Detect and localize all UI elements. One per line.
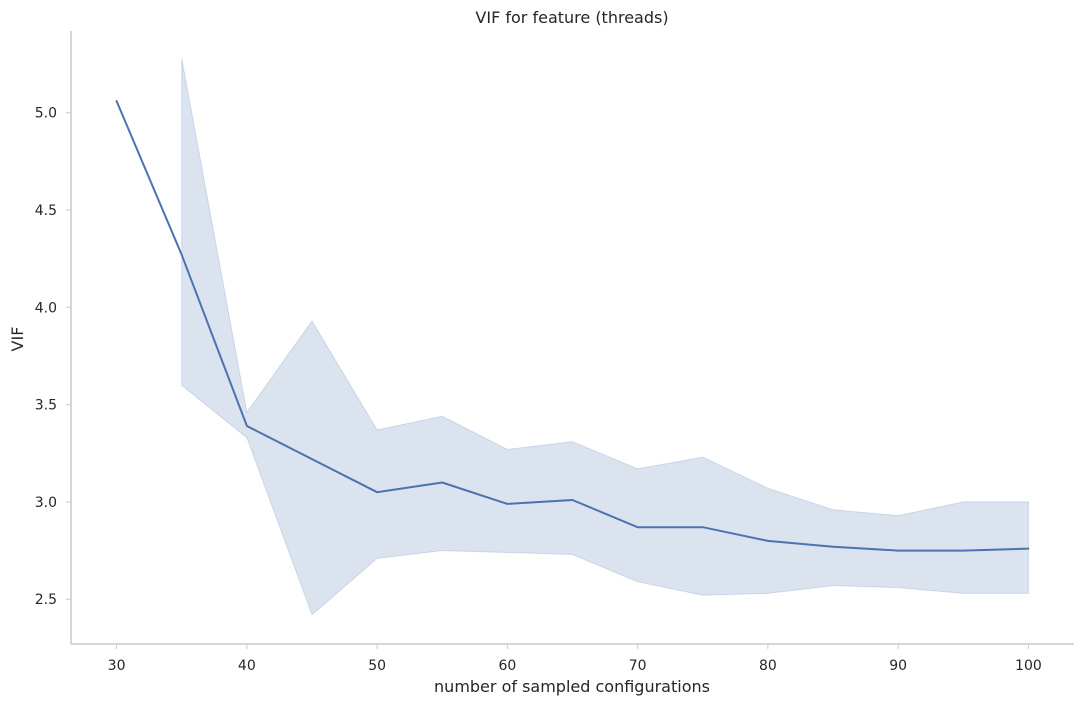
series-line-layer: [115, 100, 1030, 552]
y-tick-label: 3.0: [35, 495, 57, 511]
plot-area: [115, 58, 1030, 616]
y-axis-label: VIF: [8, 327, 27, 352]
confidence-band: [181, 58, 1029, 616]
x-tick-label: 60: [498, 658, 516, 674]
y-tick-label: 2.5: [35, 592, 57, 608]
y-axis-ticks: 2.5 3.0 3.5 4.0 4.5 5.0: [35, 106, 71, 608]
y-tick-label: 3.5: [35, 398, 57, 414]
x-tick-label: 30: [108, 658, 126, 674]
y-tick-label: 5.0: [35, 106, 57, 122]
x-tick-label: 100: [1015, 658, 1042, 674]
y-tick-label: 4.0: [35, 300, 57, 316]
chart-title: VIF for feature (threads): [475, 8, 668, 27]
x-tick-label: 40: [238, 658, 256, 674]
x-axis-label: number of sampled configurations: [434, 677, 710, 696]
x-tick-label: 90: [889, 658, 907, 674]
x-tick-label: 50: [368, 658, 386, 674]
x-axis-ticks: 30 40 50 60 70 80 90 100: [108, 644, 1042, 674]
y-tick-label: 4.5: [35, 203, 57, 219]
x-tick-label: 80: [759, 658, 777, 674]
confidence-band-layer: [181, 58, 1029, 616]
x-tick-label: 70: [629, 658, 647, 674]
series-line: [115, 100, 1030, 552]
